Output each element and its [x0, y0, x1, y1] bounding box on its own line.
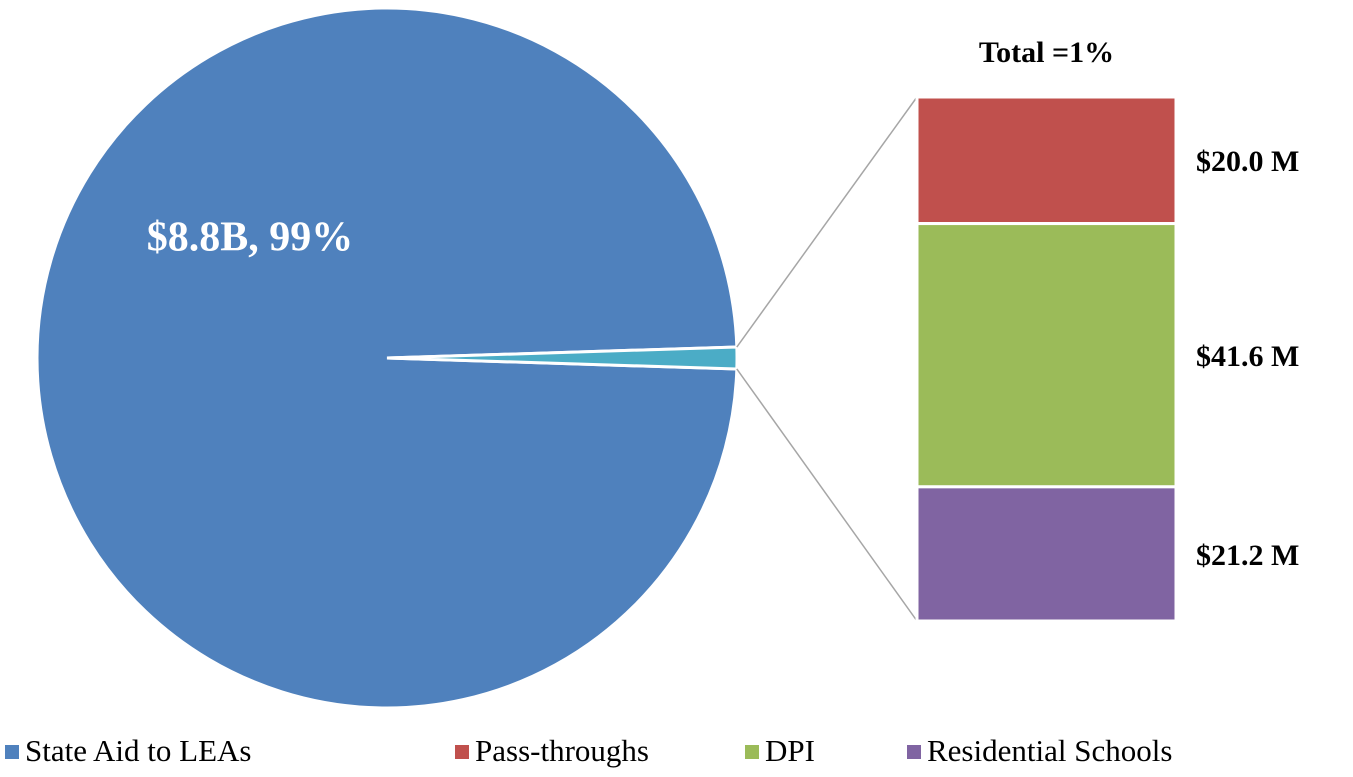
- legend-swatch: [907, 745, 921, 759]
- bar-segment: [915, 95, 1178, 226]
- pie-slice: [386, 345, 739, 371]
- bar-total-label: Total =1%: [979, 36, 1114, 69]
- bar-segment: [915, 485, 1178, 623]
- legend-swatch: [745, 745, 759, 759]
- bar-label: $21.2 M: [1196, 539, 1299, 572]
- pie-slice: [35, 6, 739, 710]
- bar-segment: [915, 222, 1178, 489]
- legend-label: Pass-throughs: [475, 733, 649, 768]
- legend-label: DPI: [765, 733, 815, 768]
- connector: [736, 96, 918, 348]
- pie-label: $8.8B, 99%: [147, 215, 354, 261]
- legend-swatch: [455, 745, 469, 759]
- legend-label: State Aid to LEAs: [25, 733, 251, 768]
- bar-label: $20.0 M: [1196, 145, 1299, 178]
- connector: [736, 368, 918, 622]
- bar-label: $41.6 M: [1196, 340, 1299, 373]
- legend-label: Residential Schools: [927, 733, 1172, 768]
- legend-swatch: [5, 745, 19, 759]
